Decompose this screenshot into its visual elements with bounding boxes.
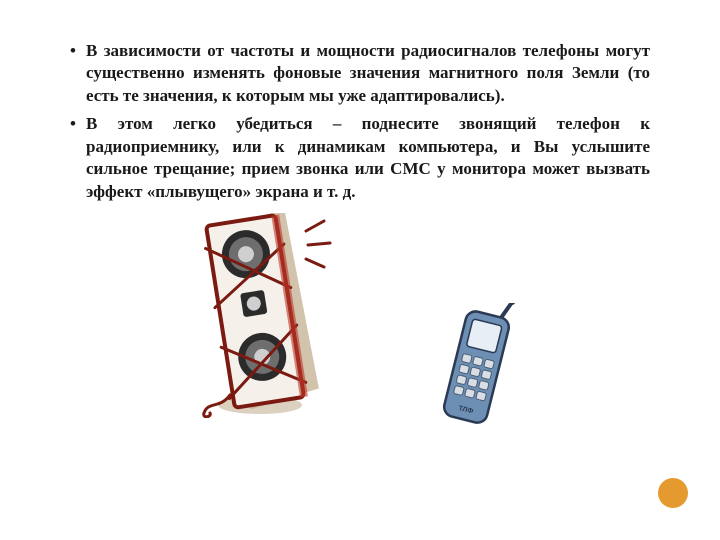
phone-icon: ТЛФ [430, 303, 525, 433]
illustration-area: ТЛФ [70, 213, 650, 473]
slide: В зависимости от частоты и мощности ради… [0, 0, 720, 540]
bullet-item: В этом легко убедиться – поднесите звоня… [70, 113, 650, 203]
bullet-item: В зависимости от частоты и мощности ради… [70, 40, 650, 107]
phone-illustration: ТЛФ [430, 303, 525, 438]
accent-circle-icon [658, 478, 688, 508]
speaker-icon [190, 213, 350, 418]
bullet-list: В зависимости от частоты и мощности ради… [70, 40, 650, 203]
speaker-illustration [190, 213, 350, 423]
